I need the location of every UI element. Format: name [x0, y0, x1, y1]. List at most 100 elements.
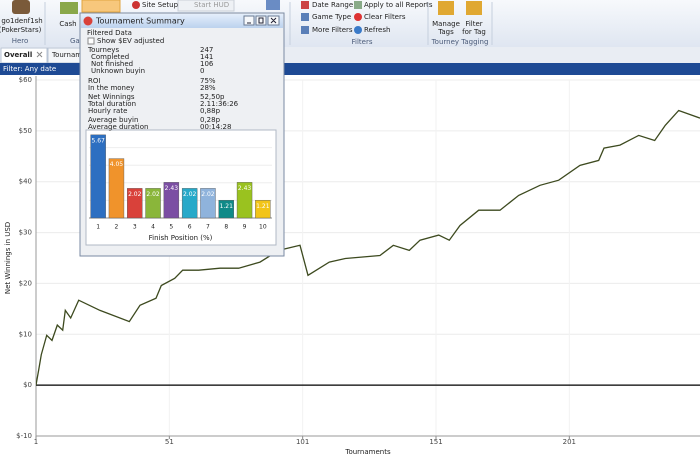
filter-for-tag[interactable]: Filter [465, 20, 482, 28]
y-tick-label: $0 [23, 381, 32, 389]
cash-button[interactable]: Cash [59, 20, 76, 28]
stat-label: ROI [88, 77, 100, 85]
stat-value: 28% [200, 84, 216, 92]
summary-window: Tournament Summary Filtered Data Show $E… [79, 12, 285, 257]
stat-value: 247 [200, 46, 213, 54]
bar-value-label: 2.02 [128, 191, 142, 198]
minimize[interactable] [243, 15, 255, 26]
stat-label: Total duration [87, 100, 136, 108]
icon [438, 1, 454, 15]
bar-value-label: 4.05 [110, 161, 124, 168]
hero-avatar [12, 0, 30, 14]
stat-value: 141 [200, 53, 213, 61]
y-tick-label: $40 [19, 178, 32, 186]
icon [266, 0, 280, 10]
stat-value: 2.11:36:26 [200, 100, 239, 108]
icon [466, 1, 482, 15]
stat-label: Not finished [91, 60, 133, 68]
stat-label: Unknown buyin [91, 67, 145, 75]
manage-tags[interactable]: Tags [437, 28, 454, 36]
tab-close[interactable] [36, 51, 43, 58]
game-type[interactable]: Game Type [312, 13, 351, 21]
window-glyphs [247, 17, 277, 24]
stat-value: 0 [200, 67, 204, 75]
tab-label[interactable]: Overall [4, 51, 32, 59]
filter-for-tag[interactable]: for Tag [462, 28, 486, 36]
stat-value: 0,88p [200, 107, 221, 115]
button-frame [177, 0, 235, 12]
bar [255, 200, 271, 219]
group-label: Ga [70, 37, 80, 45]
stat-value: 106 [200, 60, 214, 68]
date-range[interactable]: Date Range [312, 1, 353, 9]
icon [354, 26, 362, 34]
filter-text: Filter: Any date [3, 65, 56, 73]
icon [132, 1, 140, 9]
icon [354, 1, 362, 9]
stat-label: Hourly rate [88, 107, 127, 115]
window-icon [83, 16, 93, 26]
window-title: Tournament Summary [95, 17, 185, 26]
selected-button[interactable] [81, 0, 121, 13]
refresh[interactable]: Refresh [364, 26, 390, 34]
y-tick-label: $10 [19, 330, 32, 338]
stat-value: 00:14:28 [200, 123, 231, 131]
bar [236, 182, 253, 219]
checkbox-label[interactable]: Show $EV adjusted [97, 37, 164, 45]
bar-value-label: 1.21 [220, 203, 234, 210]
x-tick-label: 7 [206, 224, 210, 231]
bar-value-label: 2.02 [183, 191, 197, 198]
group-label: Tourney Tagging [431, 38, 489, 46]
x-axis-label: Finish Position (%) [149, 234, 213, 242]
clear-filters[interactable]: Clear Filters [364, 13, 406, 21]
site-setup[interactable]: Site Setup [142, 1, 179, 9]
stat-label: In the money [88, 84, 134, 92]
stat-label: Average duration [88, 123, 148, 131]
tab-label[interactable]: Tournam [51, 51, 82, 59]
bar-value-label: 2.02 [201, 191, 215, 198]
y-tick-label: $30 [19, 229, 32, 237]
bar-value-label: 2.02 [146, 191, 160, 198]
x-tick-label: 1 [34, 438, 38, 446]
bar-value-label: 2.43 [165, 185, 179, 192]
group-label: Hero [12, 37, 29, 45]
x-tick-label: 51 [165, 438, 174, 446]
bar [181, 188, 198, 219]
bar [218, 200, 234, 219]
icon [301, 1, 309, 9]
checkbox[interactable] [87, 37, 95, 45]
bar [90, 134, 106, 219]
apply-all[interactable]: Apply to all Reports [364, 1, 433, 9]
stat-value: 0,28p [200, 116, 221, 124]
x-tick-label: 9 [243, 224, 247, 231]
x-tick-label: 6 [188, 224, 192, 231]
hero-name[interactable]: go1denf1sh [1, 17, 42, 25]
y-tick-label: $20 [19, 279, 32, 287]
x-tick-label: 2 [115, 224, 119, 231]
ribbon: go1denf1sh (PokerStars) Hero Cash Ga Sit… [0, 0, 700, 75]
manage-tags[interactable]: Manage [432, 20, 460, 28]
icon [301, 13, 309, 21]
bar-value-label: 2.43 [238, 185, 252, 192]
y-tick-label: $-10 [16, 432, 32, 440]
stat-label: Average buyin [88, 116, 138, 124]
stat-label: Net Winnings [88, 93, 135, 101]
bar [163, 182, 180, 219]
stat-value: 52,50p [200, 93, 225, 101]
bar-value-label: 5.67 [91, 137, 105, 144]
maximize[interactable] [255, 15, 267, 26]
cash-icon [60, 2, 78, 14]
bar-value-label: 1.21 [256, 203, 270, 210]
more-filters[interactable]: More Filters [312, 26, 353, 34]
hero-site[interactable]: (PokerStars) [0, 26, 42, 34]
section-title: Filtered Data [87, 29, 132, 37]
x-tick-label: 8 [224, 224, 228, 231]
x-tick-label: 10 [259, 224, 267, 231]
stat-value: 75% [200, 77, 216, 85]
x-tick-label: 151 [429, 438, 442, 446]
start-hud[interactable]: Start HUD [194, 1, 229, 9]
bar [108, 158, 125, 219]
bar [145, 188, 161, 219]
y-tick-label: $50 [19, 127, 32, 135]
